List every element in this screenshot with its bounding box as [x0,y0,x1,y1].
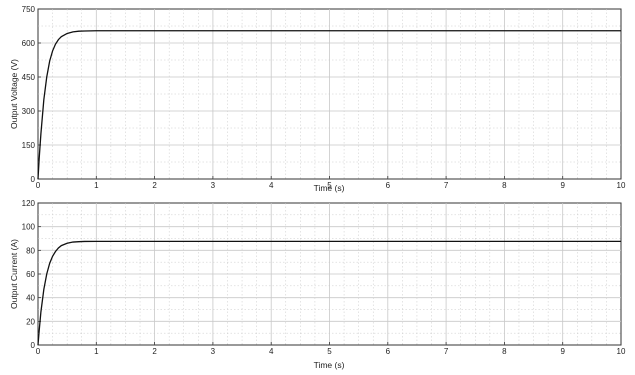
current-y-axis-label: Output Current (A) [9,239,19,309]
current-x-tick-label: 8 [502,347,507,356]
current-x-tick-label: 9 [560,347,565,356]
voltage-x-tick-label: 2 [152,181,157,190]
voltage-y-axis-label: Output Voltage (V) [9,59,19,129]
current-y-tick-label: 80 [26,246,35,255]
current-y-ticks: 0 20 40 60 80 100 120 [22,199,41,350]
current-panel: 0 1 2 3 4 5 6 7 8 9 10 0 20 40 60 80 100 120 Time (s) Ou… [9,199,626,370]
voltage-y-tick-label: 450 [22,73,36,82]
current-x-tick-label: 5 [327,347,332,356]
voltage-x-axis-label: Time (s) [314,183,345,193]
current-y-tick-label: 0 [31,341,36,350]
voltage-x-tick-label: 7 [444,181,449,190]
current-x-tick-label: 7 [444,347,449,356]
voltage-y-tick-label: 300 [22,107,36,116]
voltage-x-tick-label: 5 [327,181,332,190]
voltage-x-tick-label: 9 [560,181,565,190]
current-x-tick-label: 3 [211,347,216,356]
current-x-tick-label: 6 [386,347,391,356]
voltage-x-tick-label: 6 [386,181,391,190]
voltage-x-tick-label: 1 [94,181,99,190]
voltage-y-tick-label: 0 [31,175,36,184]
voltage-x-tick-label: 8 [502,181,507,190]
current-y-tick-label: 60 [26,270,35,279]
voltage-y-tick-label: 750 [22,5,36,14]
voltage-x-tick-label: 4 [269,181,274,190]
voltage-grid [38,9,621,179]
current-x-tick-label: 4 [269,347,274,356]
current-y-tick-label: 40 [26,294,35,303]
voltage-y-tick-label: 600 [22,39,36,48]
voltage-x-tick-label: 3 [211,181,216,190]
current-x-ticks: 0 1 2 3 4 5 6 7 8 9 10 [36,342,626,356]
voltage-x-tick-label: 0 [36,181,41,190]
voltage-x-tick-label: 10 [617,181,626,190]
voltage-series-line [37,30,621,180]
current-x-tick-label: 1 [94,347,99,356]
current-y-tick-label: 20 [26,317,35,326]
current-y-tick-label: 100 [22,223,36,232]
voltage-x-ticks: 0 1 2 3 4 5 6 7 8 9 10 [36,176,626,190]
current-series-line [37,240,621,346]
current-x-tick-label: 2 [152,347,157,356]
current-x-axis-label: Time (s) [314,360,345,370]
current-y-tick-label: 120 [22,199,36,208]
voltage-panel: 0 1 2 3 4 5 6 7 8 9 10 0 150 300 450 600 750 Time (s) O… [9,5,626,193]
current-x-tick-label: 10 [617,347,626,356]
voltage-y-ticks: 0 150 300 450 600 750 [22,5,41,184]
current-grid [38,203,621,345]
voltage-y-tick-label: 150 [22,141,36,150]
current-x-tick-label: 0 [36,347,41,356]
